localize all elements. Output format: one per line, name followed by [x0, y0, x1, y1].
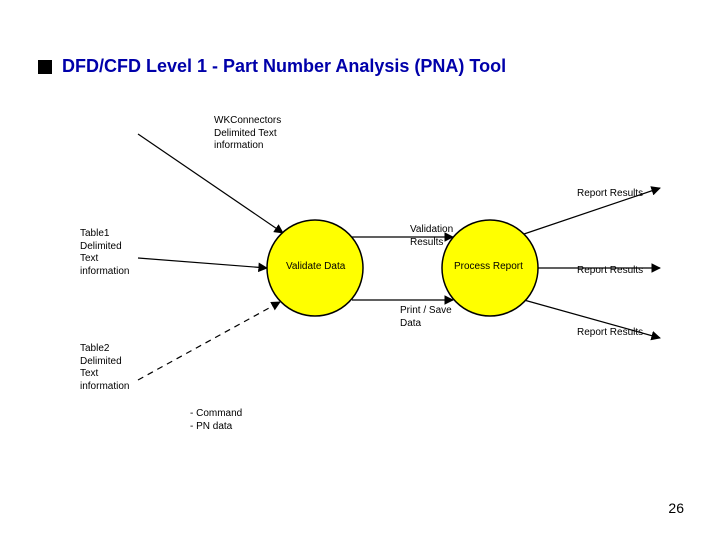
process-node-label: Validate Data — [286, 261, 346, 272]
edge — [138, 302, 280, 380]
diagram-label-table2: Table2 Delimited Text information — [80, 343, 129, 393]
page-number: 26 — [668, 500, 684, 516]
diagram-label-report_mid: Report Results — [577, 265, 643, 278]
diagram-label-command: - Command - PN data — [190, 408, 242, 433]
diagram-label-validation_results: Validation Results — [410, 224, 453, 249]
process-node-label: Process Report — [454, 261, 523, 272]
diagram-label-printsave: Print / Save Data — [400, 305, 452, 330]
diagram-label-report_bot: Report Results — [577, 327, 643, 340]
diagram-label-table1: Table1 Delimited Text information — [80, 228, 129, 278]
diagram-label-wkconn: WKConnectors Delimited Text information — [214, 115, 281, 153]
edge — [138, 258, 267, 268]
diagram-label-report_top: Report Results — [577, 188, 643, 201]
